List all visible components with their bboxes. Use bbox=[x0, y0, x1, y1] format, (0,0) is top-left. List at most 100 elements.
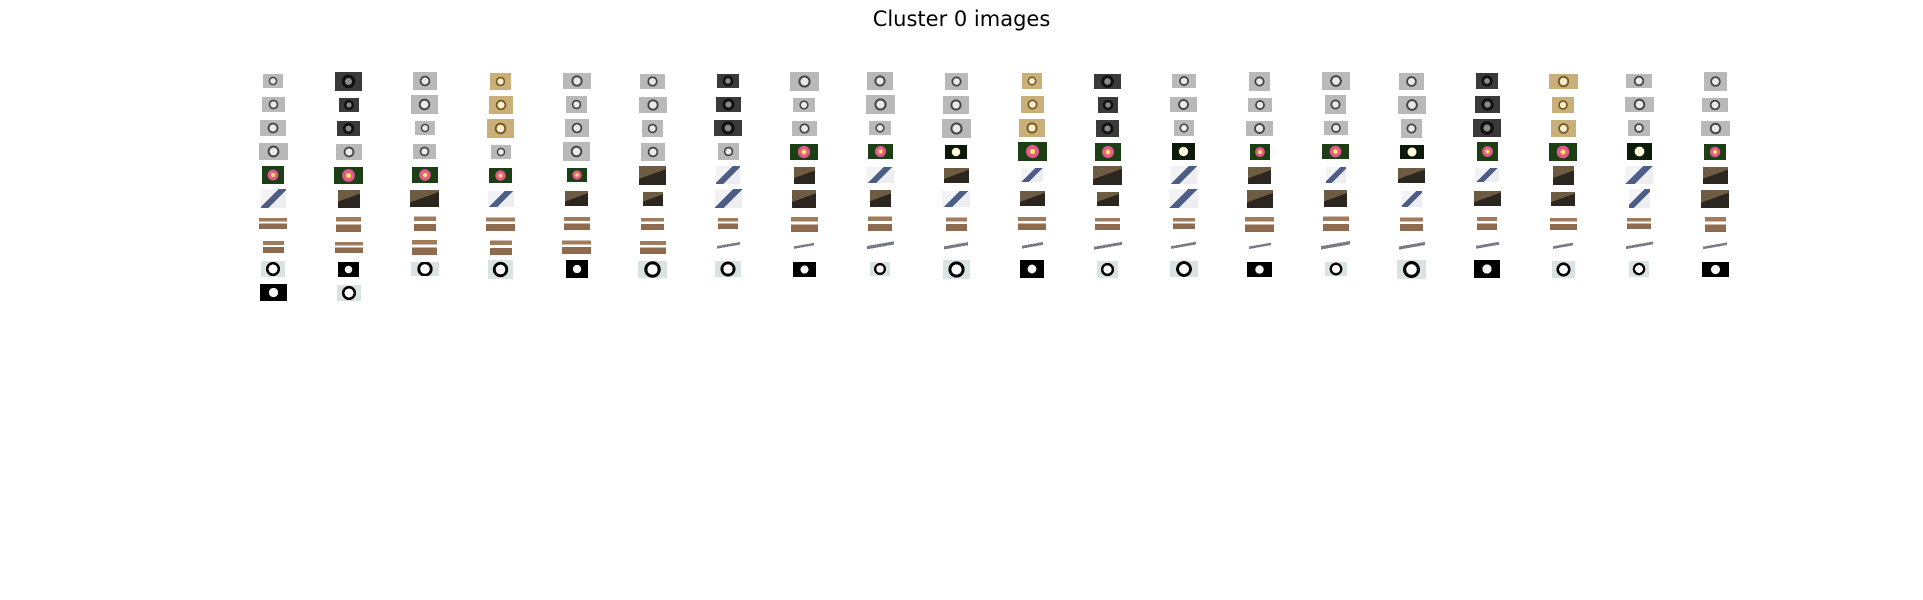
thumbnail-cat-wheelchair-image bbox=[410, 190, 440, 207]
thumbnail-yinyang-image bbox=[488, 259, 514, 279]
thumbnail-watch-image bbox=[337, 120, 361, 136]
thumbnail-cat-wheelchair-image bbox=[714, 189, 742, 208]
thumbnail-chair-image bbox=[945, 213, 967, 231]
thumbnail-chair-image bbox=[790, 212, 818, 232]
figure-title: Cluster 0 images bbox=[872, 7, 1051, 31]
thumbnail-flower-wheelchair-image bbox=[793, 166, 815, 184]
thumbnail-watch-image bbox=[1700, 120, 1730, 136]
thumbnail-watch-image bbox=[941, 118, 971, 138]
thumbnail-watch-image bbox=[412, 72, 437, 90]
thumbnail-watch-image bbox=[1022, 73, 1042, 89]
thumbnail-watch-flower-image bbox=[1399, 144, 1424, 159]
thumbnail-chair-image bbox=[1477, 214, 1498, 230]
thumbnail-yinyang-image bbox=[1020, 260, 1044, 278]
thumbnail-watch-image bbox=[1624, 97, 1654, 112]
thumbnail-watch-image bbox=[263, 74, 283, 88]
thumbnail-chair-image bbox=[641, 214, 664, 230]
thumbnail-chair-wrench-image bbox=[1093, 237, 1122, 254]
thumbnail-chair-image bbox=[718, 215, 739, 229]
thumbnail-chair-wrench-image bbox=[1321, 236, 1351, 255]
thumbnail-chair-wrench-image bbox=[716, 238, 740, 253]
thumbnail-chair-image bbox=[413, 213, 436, 231]
thumbnail-watch-image bbox=[261, 97, 285, 112]
thumbnail-flower-wheelchair-image bbox=[1475, 168, 1500, 182]
thumbnail-chair-wrench-image bbox=[1625, 238, 1653, 253]
thumbnail-cat-wheelchair-image bbox=[337, 189, 360, 208]
thumbnail-watch-image bbox=[640, 73, 665, 89]
thumbnail-cat-wheelchair-image bbox=[1019, 191, 1045, 206]
thumbnail-watch-image bbox=[1246, 120, 1274, 136]
thumbnail-watch-image bbox=[717, 74, 740, 88]
thumbnail-watch-image bbox=[1548, 73, 1578, 89]
thumbnail-watch-image bbox=[1325, 95, 1347, 114]
thumbnail-yinyang-image bbox=[792, 261, 816, 277]
thumbnail-chair-image bbox=[1549, 214, 1577, 230]
thumbnail-flower-wheelchair-image bbox=[489, 167, 513, 183]
thumbnail-watch-flower-image bbox=[413, 144, 437, 159]
thumbnail-chair-wrench-image bbox=[1553, 237, 1574, 254]
thumbnail-flower-wheelchair-image bbox=[1170, 166, 1197, 184]
thumbnail-watch-image bbox=[793, 97, 816, 112]
thumbnail-cat-wheelchair-image bbox=[260, 189, 286, 208]
thumbnail-watch-flower-image bbox=[867, 144, 893, 159]
thumbnail-watch-image bbox=[1173, 120, 1194, 136]
thumbnail-watch-image bbox=[414, 121, 435, 135]
thumbnail-watch-image bbox=[1399, 72, 1424, 90]
thumbnail-yinyang-image bbox=[638, 260, 667, 278]
thumbnail-watch-image bbox=[1476, 73, 1499, 89]
thumbnail-chair-wrench-image bbox=[866, 236, 894, 255]
thumbnail-yinyang-image bbox=[261, 261, 285, 277]
thumbnail-watch-image bbox=[1019, 119, 1045, 137]
thumbnail-chair-wrench-image bbox=[334, 238, 363, 253]
thumbnail-watch-flower-image bbox=[1249, 143, 1270, 160]
thumbnail-watch-image bbox=[867, 72, 894, 90]
thumbnail-cat-wheelchair-image bbox=[1628, 189, 1650, 208]
thumbnail-yinyang-image bbox=[1701, 261, 1729, 277]
thumbnail-watch-flower-image bbox=[1704, 143, 1727, 160]
thumbnail-watch-image bbox=[562, 73, 591, 89]
thumbnail-watch-flower-image bbox=[1549, 142, 1578, 161]
thumbnail-yinyang-image bbox=[336, 284, 361, 301]
thumbnail-watch-flower-image bbox=[640, 142, 665, 161]
thumbnail-cat-wheelchair-image bbox=[1169, 189, 1199, 208]
thumbnail-watch-image bbox=[1020, 96, 1044, 113]
thumbnail-watch-flower-image bbox=[1476, 142, 1498, 161]
thumbnail-flower-wheelchair-image bbox=[1248, 166, 1272, 184]
thumbnail-watch-image bbox=[791, 120, 817, 136]
thumbnail-cat-wheelchair-image bbox=[942, 190, 971, 207]
thumbnail-cat-wheelchair-image bbox=[1401, 190, 1422, 207]
thumbnail-watch-image bbox=[1170, 97, 1198, 112]
thumbnail-cat-wheelchair-image bbox=[1246, 189, 1273, 208]
thumbnail-chair-wrench-image bbox=[1248, 238, 1271, 253]
thumbnail-chair-wrench-image bbox=[1703, 238, 1728, 253]
thumbnail-chair-image bbox=[1018, 214, 1046, 230]
thumbnail-watch-image bbox=[487, 118, 515, 138]
thumbnail-flower-wheelchair-image bbox=[334, 166, 364, 184]
thumbnail-cat-wheelchair-image bbox=[1551, 191, 1576, 206]
thumbnail-watch-image bbox=[1397, 95, 1426, 114]
thumbnail-watch-image bbox=[1096, 119, 1120, 137]
thumbnail-yinyang-image bbox=[338, 261, 360, 277]
thumbnail-cat-wheelchair-image bbox=[1096, 191, 1119, 206]
thumbnail-cat-wheelchair-image bbox=[792, 189, 817, 208]
thumbnail-watch-flower-image bbox=[945, 144, 968, 159]
thumbnail-yinyang-image bbox=[1474, 260, 1501, 278]
thumbnail-chair-image bbox=[259, 215, 287, 229]
thumbnail-cat-wheelchair-image bbox=[565, 191, 589, 206]
thumbnail-watch-image bbox=[1097, 96, 1118, 113]
thumbnail-flower-wheelchair-image bbox=[262, 166, 284, 184]
thumbnail-watch-image bbox=[642, 119, 663, 137]
thumbnail-watch-image bbox=[944, 72, 968, 90]
thumbnail-watch-image bbox=[1247, 97, 1272, 112]
thumbnail-chair-wrench-image bbox=[1398, 236, 1425, 255]
thumbnail-watch-image bbox=[260, 120, 286, 136]
thumbnail-watch-image bbox=[715, 97, 741, 112]
thumbnail-flower-wheelchair-image bbox=[1325, 167, 1346, 183]
thumbnail-watch-image bbox=[1401, 118, 1422, 138]
thumbnail-yinyang-image bbox=[1397, 259, 1426, 279]
thumbnail-watch-image bbox=[411, 95, 439, 114]
thumbnail-watch-image bbox=[1474, 96, 1500, 113]
thumbnail-watch-flower-image bbox=[490, 144, 511, 159]
thumbnail-flower-wheelchair-image bbox=[716, 166, 741, 184]
thumbnail-watch-flower-image bbox=[717, 143, 739, 160]
